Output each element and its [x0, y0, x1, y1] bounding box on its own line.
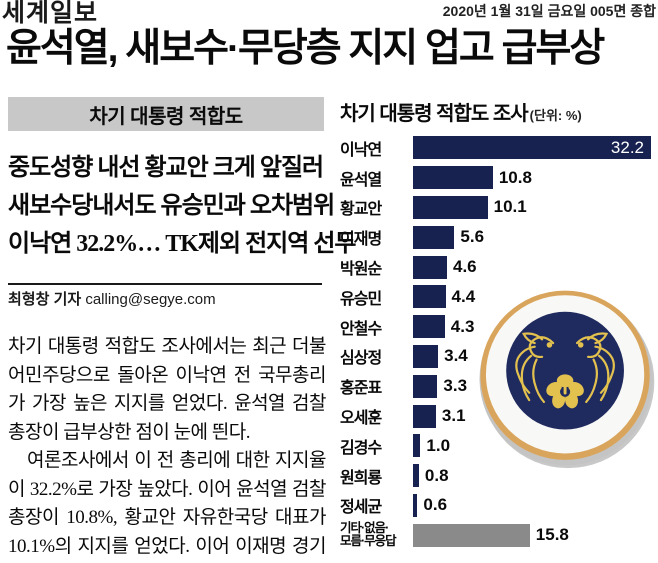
bar-track: 0.8 — [413, 464, 658, 488]
bar-value: 0.8 — [424, 465, 449, 485]
bar: 32.2 — [413, 136, 651, 160]
bar-category-label: 홍준표 — [340, 380, 382, 398]
newspaper-logo: 세계일보 — [2, 0, 99, 27]
bar-value: 1.0 — [426, 435, 451, 455]
bar-track: 1.0 — [413, 434, 658, 458]
bar-value: 4.6 — [453, 257, 477, 277]
bar-category-label: 오세훈 — [340, 410, 382, 428]
bar-category-label: 유승민 — [340, 290, 382, 308]
chart-title: 차기 대통령 적합도 조사 — [340, 103, 529, 125]
subhead-line-2: 새보수당내서도 유승민과 오차범위 — [8, 193, 335, 219]
bar-value: 5.6 — [460, 227, 485, 247]
chart-row: 심상정 3.4 — [340, 342, 658, 372]
kicker-box: 차기 대통령 적합도 — [8, 97, 324, 131]
bar — [413, 464, 419, 488]
presidential-seal-emblem — [479, 290, 655, 469]
bar-category-label: 이재명 — [340, 231, 382, 249]
bar-category-label: 안철수 — [340, 320, 382, 338]
chart-row: 이낙연 32.2 — [340, 133, 658, 163]
headline: 윤석열, 새보수·무당층 지지 업고 급부상 — [6, 27, 605, 70]
mugunghwa-flower-icon — [546, 374, 584, 409]
bar — [413, 285, 446, 309]
chart-row: 박원순 4.6 — [340, 252, 658, 282]
bar-track: 0.6 — [413, 493, 658, 517]
phoenix-left-icon — [515, 332, 555, 404]
bar-track: 3.1 — [413, 404, 658, 428]
chart-row: 홍준표 3.3 — [340, 371, 658, 401]
bar-track: 5.6 — [413, 225, 658, 249]
bar-value: 15.8 — [535, 525, 569, 545]
bar-category-label: 김경수 — [340, 439, 382, 457]
left-column: 차기 대통령 적합도 중도성향 내선 황교안 크게 앞질러 새보수당내서도 유승… — [8, 97, 356, 563]
chart-row: 기타·없음· 모름·무응답 15.8 — [340, 520, 658, 550]
bar-category-label: 윤석열 — [340, 171, 382, 189]
chart-row: 윤석열 10.8 — [340, 163, 658, 193]
body-paragraph-1: 차기 대통령 적합도 조사에서는 최근 더불어민주당으로 돌아온 이낙연 전 국… — [8, 336, 327, 443]
chart-row: 황교안 10.1 — [340, 193, 658, 223]
phoenix-right-icon — [575, 332, 615, 404]
body-paragraph-2: 여론조사에서 이 전 총리에 대한 지지율이 32.2%로 가장 높았다. 이어… — [8, 450, 327, 557]
bar — [413, 404, 436, 428]
bar-category-label: 원희룡 — [340, 469, 382, 487]
reporter-email: calling@segye.com — [85, 291, 216, 308]
bar-track: 10.8 — [413, 166, 658, 190]
bar — [413, 166, 493, 190]
bar — [413, 315, 445, 339]
bar-category-label: 기타·없음· 모름·무응답 — [340, 520, 397, 549]
chart-row: 오세훈 3.1 — [340, 401, 658, 431]
bar-category-label: 정세균 — [340, 499, 382, 517]
bar-value: 0.6 — [423, 495, 448, 515]
bar-track: 4.3 — [413, 315, 658, 339]
bar-value: 3.4 — [444, 346, 468, 366]
bar — [413, 344, 439, 368]
bar-track: 3.3 — [413, 374, 658, 398]
bar-value: 3.1 — [441, 406, 466, 426]
bar — [413, 493, 418, 517]
reporter-name: 최형창 기자 — [8, 291, 82, 308]
bar-value: 10.8 — [498, 167, 532, 187]
bar-category-label: 심상정 — [340, 350, 382, 368]
bar-track: 15.8 — [413, 523, 658, 547]
subheads: 중도성향 내선 황교안 크게 앞질러 새보수당내서도 유승민과 오차범위 이낙연… — [8, 149, 356, 263]
bar — [413, 225, 455, 249]
bar-value: 10.1 — [493, 197, 527, 217]
chart-row: 이재명 5.6 — [340, 222, 658, 252]
bar-value: 4.4 — [451, 286, 476, 306]
chart-title-row: 차기 대통령 적합도 조사 (단위: %) — [340, 97, 658, 126]
chart-row: 원희룡 0.8 — [340, 461, 658, 491]
bar-track: 4.6 — [413, 255, 658, 279]
dateline: 2020년 1월 31일 금요일 005면 종합 — [442, 3, 656, 19]
chart-row: 안철수 4.3 — [340, 312, 658, 342]
bar-track: 4.4 — [413, 285, 658, 309]
subhead-line-3: 이낙연 32.2%… TK제외 전지역 선두 — [8, 231, 356, 257]
chart-unit-label: (단위: %) — [529, 108, 582, 123]
chart-row: 김경수 1.0 — [340, 431, 658, 461]
bar — [413, 434, 421, 458]
byline-divider — [8, 283, 322, 285]
bar-track: 32.2 — [413, 136, 658, 160]
bar-category-label: 이낙연 — [340, 141, 382, 159]
bar-category-label: 박원순 — [340, 261, 382, 279]
chart-rows: 이낙연 32.2 윤석열 10.8 황교안 10.1 이재명 5.6 박원순 4.6 유승민 4.4 안… — [340, 133, 658, 550]
bar-value: 3.3 — [443, 376, 468, 396]
bar-value: 32.2 — [610, 138, 644, 158]
chart-row: 정세균 0.6 — [340, 491, 658, 521]
bar-value: 4.3 — [450, 316, 475, 336]
bar — [413, 255, 447, 279]
bar — [413, 523, 530, 547]
bar-track: 3.4 — [413, 344, 658, 368]
byline: 최형창 기자 calling@segye.com — [8, 288, 326, 309]
bar-track: 10.1 — [413, 195, 658, 219]
poll-chart: 차기 대통령 적합도 조사 (단위: %) 이낙연 32.2 윤석열 10.8 황교안 1… — [340, 97, 658, 550]
subhead-line-1: 중도성향 내선 황교안 크게 앞질러 — [8, 155, 324, 181]
article-body: 차기 대통령 적합도 조사에서는 최근 더불어민주당으로 돌아온 이낙연 전 국… — [8, 333, 327, 563]
bar — [413, 195, 488, 219]
bar — [413, 374, 438, 398]
chart-row: 유승민 4.4 — [340, 282, 658, 312]
bar-category-label: 황교안 — [340, 201, 382, 219]
